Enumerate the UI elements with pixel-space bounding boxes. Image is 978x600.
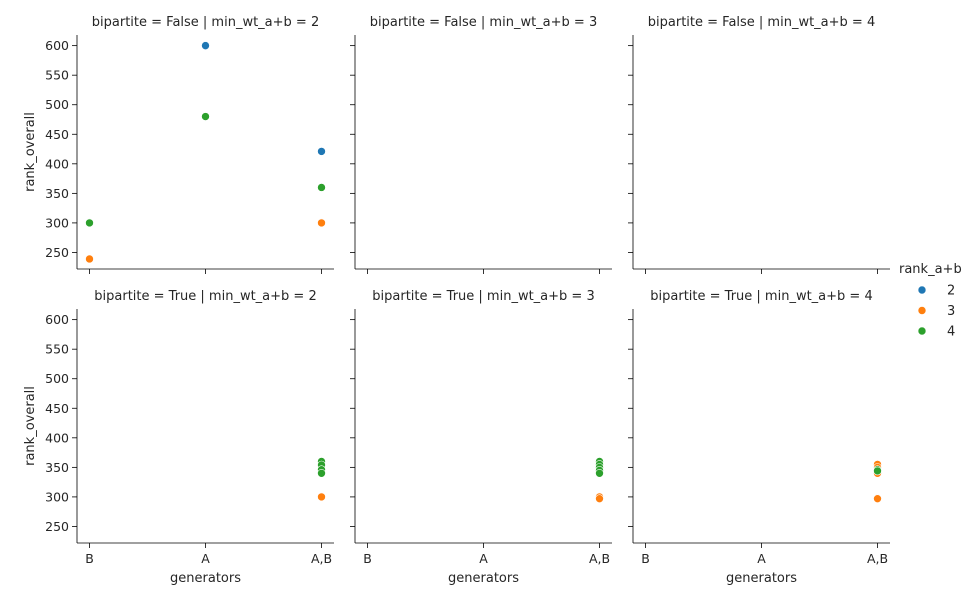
y-tick-label: 250 [45,245,69,260]
data-point [595,468,604,478]
x-tick-label: B [641,551,650,566]
facet-panel: bipartite = False | min_wt_a+b = 2 250 300… [23,15,334,274]
x-axis-label: generators [726,571,797,586]
y-tick-label: 450 [45,127,69,142]
legend-title: rank_a+b [899,262,962,277]
panel-title: bipartite = True | min_wt_a+b = 4 [650,289,872,304]
y-tick-label: 300 [45,215,69,230]
data-point [595,494,604,503]
data-point [317,147,326,156]
legend-marker [917,306,927,315]
legend-marker [917,285,927,295]
panel-title: bipartite = True | min_wt_a+b = 3 [372,289,594,304]
legend-marker [917,326,927,336]
panel-title: bipartite = False | min_wt_a+b = 2 [92,15,319,30]
y-axis-label: rank_overall [23,386,38,466]
data-point [317,468,326,478]
y-tick-label: 350 [45,460,69,475]
x-tick-label: A,B [589,551,610,566]
panel-title: bipartite = False | min_wt_a+b = 3 [370,15,597,30]
panels-layer: bipartite = False | min_wt_a+b = 2 250 300… [23,15,890,586]
y-tick-label: 500 [45,97,69,112]
data-point [317,183,326,192]
x-tick-label: B [363,551,372,566]
x-tick-label: A [479,551,488,566]
y-tick-label: 550 [45,342,69,357]
x-axis-label: generators [170,571,241,586]
data-point [201,112,210,121]
x-tick-label: A [201,551,210,566]
facet-panel: bipartite = False | min_wt_a+b = 3 [350,15,612,274]
data-point [85,254,94,264]
y-tick-label: 550 [45,68,69,83]
data-point [317,218,326,228]
facet-panel: bipartite = True | min_wt_a+b = 2 250 300 3… [23,289,334,586]
y-tick-label: 250 [45,519,69,534]
facet-panel: bipartite = False | min_wt_a+b = 4 [628,15,890,274]
panel-title: bipartite = False | min_wt_a+b = 4 [648,15,875,30]
x-tick-label: A,B [311,551,332,566]
y-tick-label: 450 [45,401,69,416]
data-point [85,218,94,228]
y-axis-label: rank_overall [23,112,38,192]
y-tick-label: 350 [45,186,69,201]
facet-panel: bipartite = True | min_wt_a+b = 3 B A A,B ge… [350,289,612,586]
x-tick-label: A [757,551,766,566]
data-point [873,494,882,503]
y-tick-label: 400 [45,430,69,445]
y-tick-label: 400 [45,156,69,171]
y-tick-label: 600 [45,312,69,327]
y-tick-label: 300 [45,489,69,504]
x-axis-label: generators [448,571,519,586]
legend-label: 2 [947,284,955,299]
x-tick-label: B [85,551,94,566]
x-tick-label: A,B [867,551,888,566]
facet-panel: bipartite = True | min_wt_a+b = 4 B A A,B ge… [628,289,890,586]
legend: rank_a+b 2 3 4 [899,262,962,340]
data-point [873,466,882,476]
data-point [201,41,210,50]
y-tick-label: 600 [45,38,69,53]
legend-label: 4 [947,325,955,340]
y-tick-label: 500 [45,371,69,386]
panel-title: bipartite = True | min_wt_a+b = 2 [94,289,316,304]
legend-label: 3 [947,304,955,319]
data-point [317,492,326,502]
